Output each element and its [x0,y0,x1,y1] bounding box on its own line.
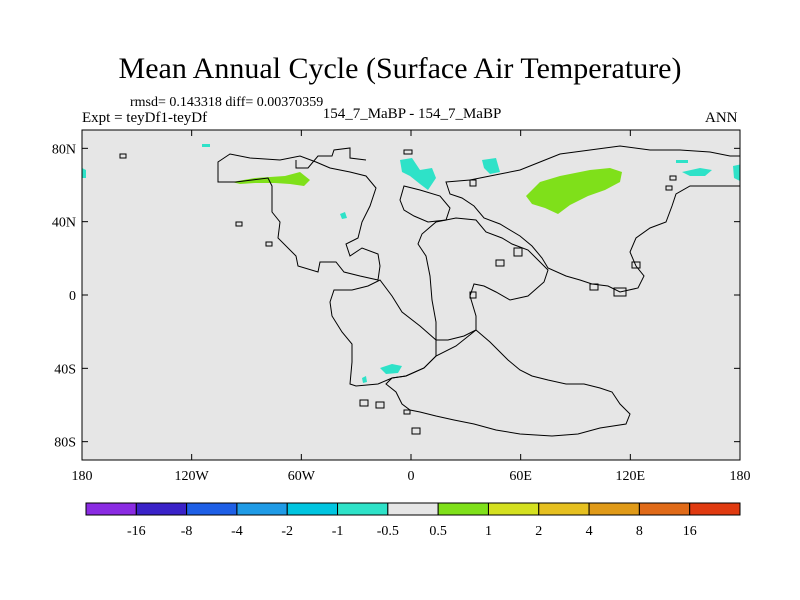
coastline-islands-12 [375,401,385,409]
y-tick-label: 0 [69,289,76,304]
colorbar-swatch [487,502,540,516]
anomaly-patch-small-2 [202,144,210,147]
colorbar-label: 2 [535,524,542,539]
x-tick-label: 60W [288,469,316,484]
colorbar-swatch [286,502,339,516]
coastline-arctic-islands [295,147,367,169]
coastline-antarctica [385,329,631,437]
y-axis: 80N 40N 0 40S 80S [52,142,740,451]
case-label: 154_7_MaBP - 154_7_MaBP [322,106,502,122]
x-tick-label: 180 [730,469,751,484]
colorbar: -16 -8 -4 -2 -1 -0.5 0.5 1 2 4 8 16 [85,502,741,539]
coastline-islands-3 [265,241,273,247]
coastline-greenland-and-europe [399,185,451,223]
coastline-islands-6 [513,247,523,257]
coastline-africa [417,217,549,341]
coastline-islands-10 [469,291,477,299]
coastline-eurasia [445,145,740,293]
y-tick-label: 40N [52,216,76,231]
coastline-islands-8 [589,283,599,291]
colorbar-label: -8 [181,524,193,539]
anomaly-patch-arctic-4 [733,164,740,181]
x-tick-label: 0 [408,469,415,484]
colorbar-swatch [85,502,137,516]
coastline-north-america [217,153,381,281]
colorbar-label: -0.5 [377,524,399,539]
x-axis: 180 120W 60W 0 60E 120E 180 [72,130,751,484]
colorbar-swatch [236,502,288,516]
colorbar-label: -4 [231,524,243,539]
x-tick-label: 60E [509,469,532,484]
season-label: ANN [705,110,738,126]
colorbar-swatch [186,502,238,516]
colorbar-swatch [538,502,590,516]
colorbar-label: -2 [281,524,293,539]
colorbar-swatch [135,502,188,516]
y-tick-label: 40S [54,362,76,377]
experiment-label: Expt = teyDf1-teyDf [82,110,208,126]
rmsd-diff-stats: rmsd= 0.143318 diff= 0.00370359 [130,95,324,110]
y-tick-label: 80N [52,142,76,157]
coastline-islands-14 [403,409,411,415]
coastline-islands-4 [235,221,243,227]
y-tick-label: 80S [54,436,76,451]
coastline-islands-7 [495,259,505,267]
coastline-islands-13 [411,427,421,435]
coastline-islands-16 [665,185,673,191]
coastline-islands-17 [631,261,641,269]
anomaly-patch-siberia [526,168,622,214]
colorbar-label: -1 [332,524,344,539]
anomaly-patch-west-edge [82,168,86,178]
colorbar-label: 4 [586,524,593,539]
colorbar-swatch [588,502,640,516]
anomaly-shading [82,144,740,383]
anomaly-patch-small-1 [676,160,688,163]
plot-title: Mean Annual Cycle (Surface Air Temperatu… [118,52,682,85]
anomaly-patch-arctic-3 [682,168,712,176]
colorbar-swatch [437,502,489,516]
coastline-islands-5 [469,179,477,187]
coastlines [119,145,740,437]
colorbar-swatch [387,502,439,516]
x-tick-label: 120W [175,469,210,484]
colorbar-swatch [337,502,389,516]
map-background [82,130,740,460]
colorbar-label: 0.5 [429,524,447,539]
anomaly-patch-antarctic-2 [362,376,367,383]
anomaly-patch-atlantic [340,212,347,219]
anomaly-patch-antarctic-1 [380,364,402,374]
anomaly-patch-arctic-2 [482,158,500,174]
coastline-islands-11 [359,399,369,407]
colorbar-label: -16 [127,524,146,539]
x-tick-label: 120E [616,469,646,484]
coastline-south-america [329,279,437,387]
anomaly-patch-arctic-1 [400,158,436,190]
colorbar-label: 8 [636,524,643,539]
colorbar-label: 16 [683,524,697,539]
coastline-islands-2 [403,149,413,155]
coastline-islands-15 [669,175,677,181]
colorbar-swatch [638,502,691,516]
x-tick-label: 180 [72,469,93,484]
anomaly-patch-greenland [232,172,310,186]
coastline-islands-9 [613,287,627,297]
colorbar-label: 1 [485,524,492,539]
colorbar-swatch [689,502,741,516]
coastline-islands-1 [119,153,127,159]
